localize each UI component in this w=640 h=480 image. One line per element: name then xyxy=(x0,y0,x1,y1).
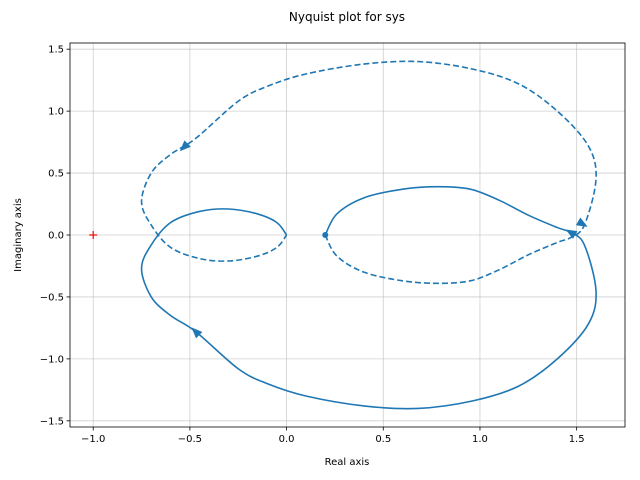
y-tick-label: −1.5 xyxy=(40,416,64,427)
chart-title: Nyquist plot for sys xyxy=(289,10,405,24)
axis-ticks: −1.0 −0.5 0.0 0.5 1.0 1.5 −1.5 −1.0 −0.5 0.0 0.5 1.… xyxy=(40,45,585,445)
direction-arrow xyxy=(191,327,203,339)
x-tick-label: −1.0 xyxy=(81,434,105,445)
y-tick-label: 1.5 xyxy=(48,45,64,56)
y-tick-label: 0.5 xyxy=(48,169,64,180)
x-tick-label: 1.0 xyxy=(472,434,488,445)
direction-arrow xyxy=(575,217,588,227)
x-tick-label: −0.5 xyxy=(178,434,202,445)
nyquist-curve-solid xyxy=(140,185,597,410)
x-tick-label: 0.5 xyxy=(375,434,391,445)
x-tick-label: 0.0 xyxy=(279,434,295,445)
x-tick-label: 1.5 xyxy=(569,434,585,445)
direction-arrow xyxy=(179,140,191,152)
y-tick-label: −0.5 xyxy=(40,292,64,303)
critical-point-marker xyxy=(89,231,98,239)
y-tick-label: 1.0 xyxy=(48,107,64,118)
grid xyxy=(70,43,625,427)
start-point-marker xyxy=(322,232,329,238)
mirror-curve-dashed xyxy=(140,60,597,285)
y-tick-label: −1.0 xyxy=(40,354,64,365)
y-axis-label: Imaginary axis xyxy=(13,198,24,272)
series-group xyxy=(140,60,597,410)
markers xyxy=(89,140,588,339)
y-tick-label: 0.0 xyxy=(48,231,64,242)
direction-arrow xyxy=(565,229,578,239)
x-axis-label: Real axis xyxy=(325,457,370,468)
